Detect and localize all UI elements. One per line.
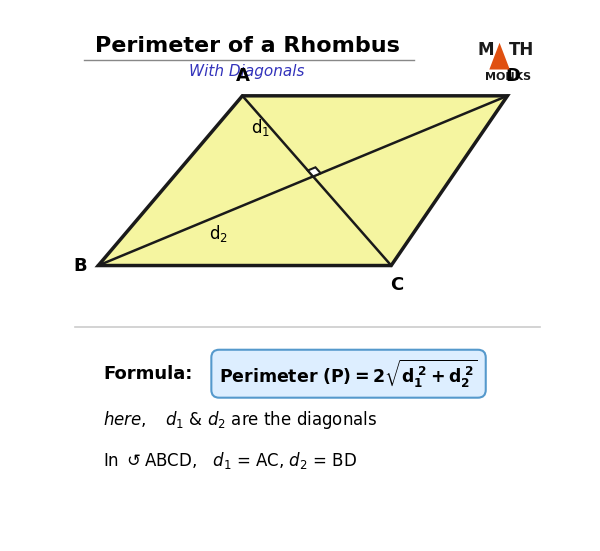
Polygon shape — [308, 168, 320, 176]
Text: Perimeter of a Rhombus: Perimeter of a Rhombus — [95, 35, 400, 56]
Polygon shape — [98, 96, 508, 266]
Text: M: M — [477, 41, 494, 58]
Text: $\mathbf{Perimeter\ (P) = 2\sqrt{d_1^{\ 2}+d_2^{\ 2}}}$: $\mathbf{Perimeter\ (P) = 2\sqrt{d_1^{\ … — [219, 358, 478, 390]
Text: MONKS: MONKS — [485, 73, 531, 83]
Text: d$_2$: d$_2$ — [209, 223, 227, 245]
Text: $\mathit{here,}$   $d_1$ & $d_2$ are the diagonals: $\mathit{here,}$ $d_1$ & $d_2$ are the d… — [103, 409, 377, 431]
Text: Formula:: Formula: — [103, 365, 192, 383]
Text: d$_1$: d$_1$ — [251, 117, 270, 138]
Text: A: A — [235, 67, 250, 85]
Text: With Diagonals: With Diagonals — [190, 64, 305, 79]
Text: B: B — [73, 257, 86, 274]
Text: D: D — [506, 67, 521, 85]
Text: In $\circlearrowleft$ABCD,   $d_1$ = AC, $d_2$ = BD: In $\circlearrowleft$ABCD, $d_1$ = AC, $… — [103, 450, 357, 471]
Text: C: C — [391, 276, 404, 294]
Polygon shape — [490, 43, 510, 69]
Text: TH: TH — [509, 41, 534, 58]
